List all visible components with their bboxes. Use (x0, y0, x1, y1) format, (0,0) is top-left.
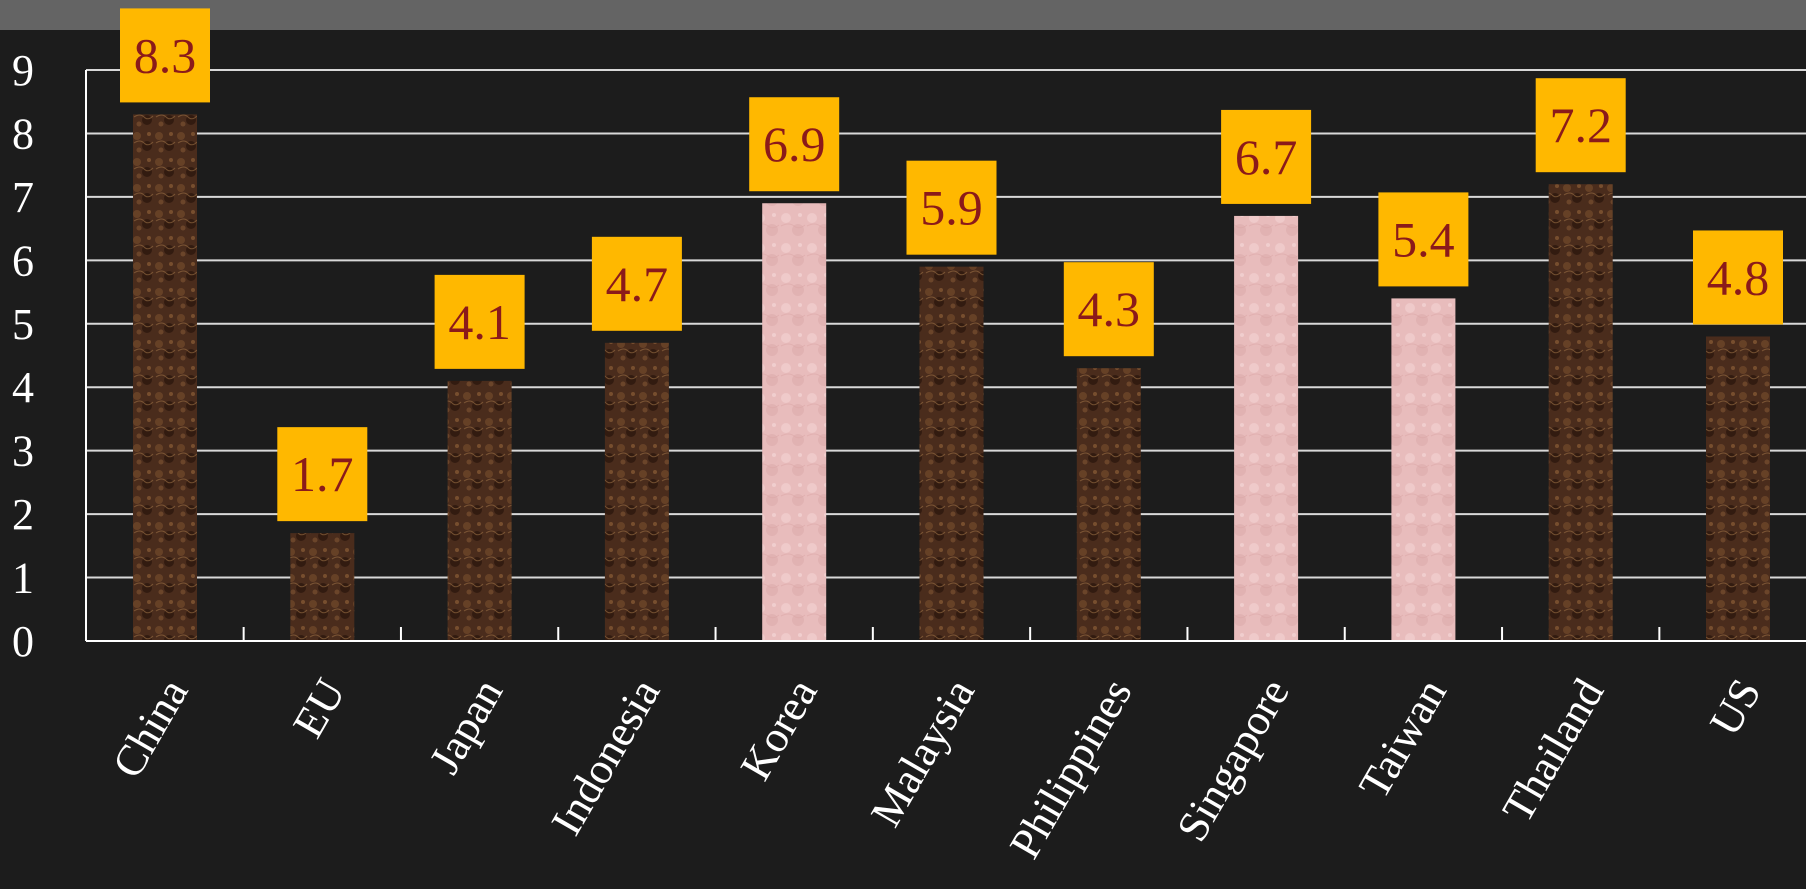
data-label-box (1221, 109, 1312, 204)
category-label: Indonesia (542, 671, 670, 844)
data-label-box (591, 236, 682, 331)
y-tick-label: 0 (12, 617, 34, 666)
y-tick-label: 7 (12, 173, 34, 222)
y-tick-label: 4 (12, 363, 34, 412)
category-label: US (1700, 671, 1771, 744)
data-label-box (120, 8, 210, 103)
data-label: 4.3 (1078, 281, 1141, 337)
bar-taiwan (1391, 298, 1456, 641)
y-tick-label: 2 (12, 490, 34, 539)
data-label-box (906, 160, 997, 255)
category-label: Philippines (1000, 671, 1141, 867)
bar-korea (762, 203, 827, 641)
data-label: 4.7 (606, 256, 669, 312)
y-tick-label: 9 (12, 46, 34, 95)
data-label: 8.3 (134, 27, 197, 83)
y-tick-label: 6 (12, 236, 34, 285)
data-label-box (1063, 262, 1154, 357)
data-label-box (1378, 192, 1469, 287)
bar-singapore (1234, 215, 1299, 641)
y-tick-label: 5 (12, 300, 34, 349)
bar-eu (290, 533, 355, 641)
category-label: Japan (420, 671, 513, 782)
bar-thailand (1548, 184, 1613, 641)
category-label: EU (283, 671, 355, 746)
category-label: China (103, 671, 198, 787)
bar-indonesia (604, 342, 669, 641)
data-label-box (1535, 78, 1626, 173)
data-label: 6.7 (1235, 129, 1298, 185)
data-label: 1.7 (291, 446, 354, 502)
data-label-box (434, 274, 525, 369)
y-tick-label: 3 (12, 427, 34, 476)
bar-us (1706, 336, 1770, 641)
y-tick-label: 1 (12, 554, 34, 603)
data-label: 6.9 (763, 116, 826, 172)
data-label-box (277, 427, 368, 522)
bar-malaysia (919, 266, 984, 641)
category-label: Korea (731, 671, 827, 789)
category-label: Thailand (1493, 671, 1614, 831)
data-label: 7.2 (1549, 97, 1612, 153)
top-band (0, 0, 1806, 30)
data-label-box (1693, 230, 1783, 325)
data-label-box (749, 97, 840, 192)
data-label: 5.4 (1392, 211, 1455, 267)
data-label: 4.8 (1707, 249, 1770, 305)
category-label: Taiwan (1349, 671, 1456, 807)
category-label: Malaysia (861, 671, 984, 835)
bar-japan (447, 380, 512, 641)
data-label: 4.1 (448, 294, 511, 350)
bar-china (133, 114, 197, 641)
y-tick-label: 8 (12, 109, 34, 158)
data-label: 5.9 (920, 180, 983, 236)
category-label: Singapore (1167, 671, 1299, 850)
bar-philippines (1076, 368, 1141, 641)
